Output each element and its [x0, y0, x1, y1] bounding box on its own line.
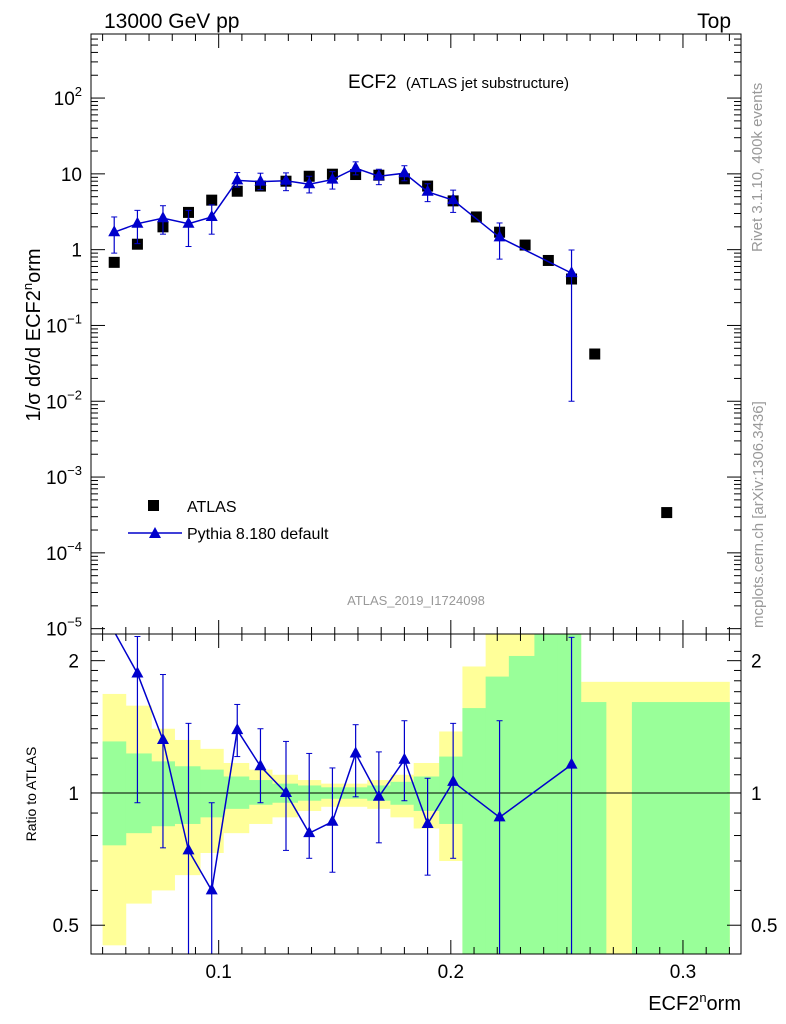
ratio-data-point: [231, 723, 244, 735]
ratio-ytick-label: 2: [68, 652, 79, 673]
atlas-data-point: [231, 185, 243, 197]
energy-label: 13000 GeV pp: [104, 10, 239, 33]
ratio-ytick-label: 1: [68, 784, 79, 805]
pythia-data-point: [447, 193, 460, 205]
ratio-data-point: [493, 810, 506, 822]
atlas-data-point: [519, 239, 531, 251]
plot-title-main: ECF2: [348, 72, 397, 93]
ratio-band-inner: [462, 708, 487, 954]
ratio-plot-frame: [90, 633, 742, 955]
main-ylabel: 1/σ dσ/d ECF2norm: [20, 248, 45, 421]
ratio-band-outer: [606, 681, 633, 954]
plot-title: ECF2 (ATLAS jet substructure): [348, 72, 569, 93]
ratio-xtick-label: 0.3: [670, 962, 696, 983]
legend: ATLAS Pythia 8.180 default: [128, 499, 329, 543]
ratio-band-inner: [631, 702, 730, 954]
ratio-ytick-label-right: 1: [751, 784, 762, 805]
ratio-data-point: [254, 759, 267, 771]
ratio-ytick-label: 0.5: [53, 916, 79, 937]
ratio-band-inner: [413, 776, 440, 811]
main-ylabel-text: 1/σ dσ/d ECF2norm: [20, 248, 45, 421]
atlas-data-point: [542, 254, 554, 266]
ratio-band-inner: [174, 766, 201, 824]
ratio-data-point: [131, 666, 144, 678]
ratio-data-point: [398, 752, 411, 764]
atlas-data-point: [589, 348, 601, 360]
ratio-xtick-label: 0.2: [438, 962, 464, 983]
xaxis-label: ECF2norm: [648, 990, 741, 1015]
pythia-data-point: [303, 177, 316, 189]
ratio-ylabel: Ratio to ATLAS: [23, 747, 39, 842]
ratio-ytick-label-right: 0.5: [751, 916, 777, 937]
pythia-data-point: [254, 174, 267, 186]
main-ytick-label: 10−5: [46, 615, 82, 641]
pythia-data-point: [231, 173, 244, 185]
main-ytick-label: 10−2: [46, 387, 82, 413]
ratio-data-point: [280, 785, 292, 797]
ratio-band-inner: [439, 756, 463, 824]
atlas-data-point: [206, 194, 218, 206]
atlas-data-point: [661, 507, 673, 519]
ratio-band-inner: [508, 655, 535, 954]
analysis-id: ATLAS_2019_I1724098: [347, 593, 485, 608]
process-label: Top: [697, 10, 731, 33]
main-plot-frame: [90, 33, 742, 635]
ratio-data-point: [326, 814, 339, 826]
ratio-data-point: [447, 774, 460, 786]
main-ytick-label: 1: [71, 241, 82, 262]
ratio-data-point: [205, 883, 218, 895]
main-ytick-label: 10−4: [46, 539, 82, 565]
legend-pythia-label: Pythia 8.180 default: [187, 526, 329, 543]
ratio-data-point: [349, 746, 362, 758]
pythia-data-point: [156, 211, 169, 223]
atlas-data-point: [108, 256, 120, 268]
pythia-data-point: [372, 169, 385, 181]
pythia-data-point: [205, 209, 218, 221]
mcplots-text: mcplots.cern.ch [arXiv:1306.3436]: [750, 401, 767, 628]
ratio-data-point: [156, 732, 169, 744]
main-ytick-label: 10: [61, 165, 82, 186]
pythia-data-point: [349, 161, 362, 173]
main-ytick-label: 102: [54, 84, 82, 110]
pythia-data-point: [421, 184, 434, 196]
ratio-data-point: [303, 826, 316, 838]
rivet-version-text: Rivet 3.1.10, 400k events: [749, 83, 766, 252]
atlas-data-point: [131, 238, 143, 250]
pythia-data-point: [280, 173, 292, 185]
main-ytick-label: 10−1: [46, 311, 82, 337]
ratio-xtick-label: 0.1: [205, 962, 231, 983]
ratio-data-point: [421, 816, 434, 828]
ratio-band-inner: [534, 634, 559, 954]
pythia-data-point: [182, 216, 195, 228]
pythia-data-point: [565, 266, 578, 278]
ratio-data-point: [565, 757, 578, 769]
atlas-data-point: [470, 211, 482, 223]
ratio-band-inner: [580, 702, 607, 954]
legend-pythia-marker: [149, 527, 161, 538]
pythia-series-line: [113, 167, 572, 274]
ratio-band-inner: [200, 769, 224, 818]
pythia-data-point: [131, 216, 144, 228]
pythia-data-point: [326, 172, 339, 184]
plot-title-sub: (ATLAS jet substructure): [406, 75, 569, 92]
ratio-data-point: [372, 789, 385, 801]
legend-atlas-label: ATLAS: [187, 499, 237, 516]
pythia-data-point: [108, 225, 121, 237]
pythia-data-point: [493, 230, 506, 242]
ratio-data-point: [182, 843, 195, 855]
ratio-band-inner: [557, 634, 582, 954]
pythia-data-point: [398, 166, 411, 178]
legend-atlas-marker: [148, 500, 159, 511]
main-ytick-label: 10−3: [46, 463, 82, 489]
ratio-ytick-label-right: 2: [751, 652, 762, 673]
